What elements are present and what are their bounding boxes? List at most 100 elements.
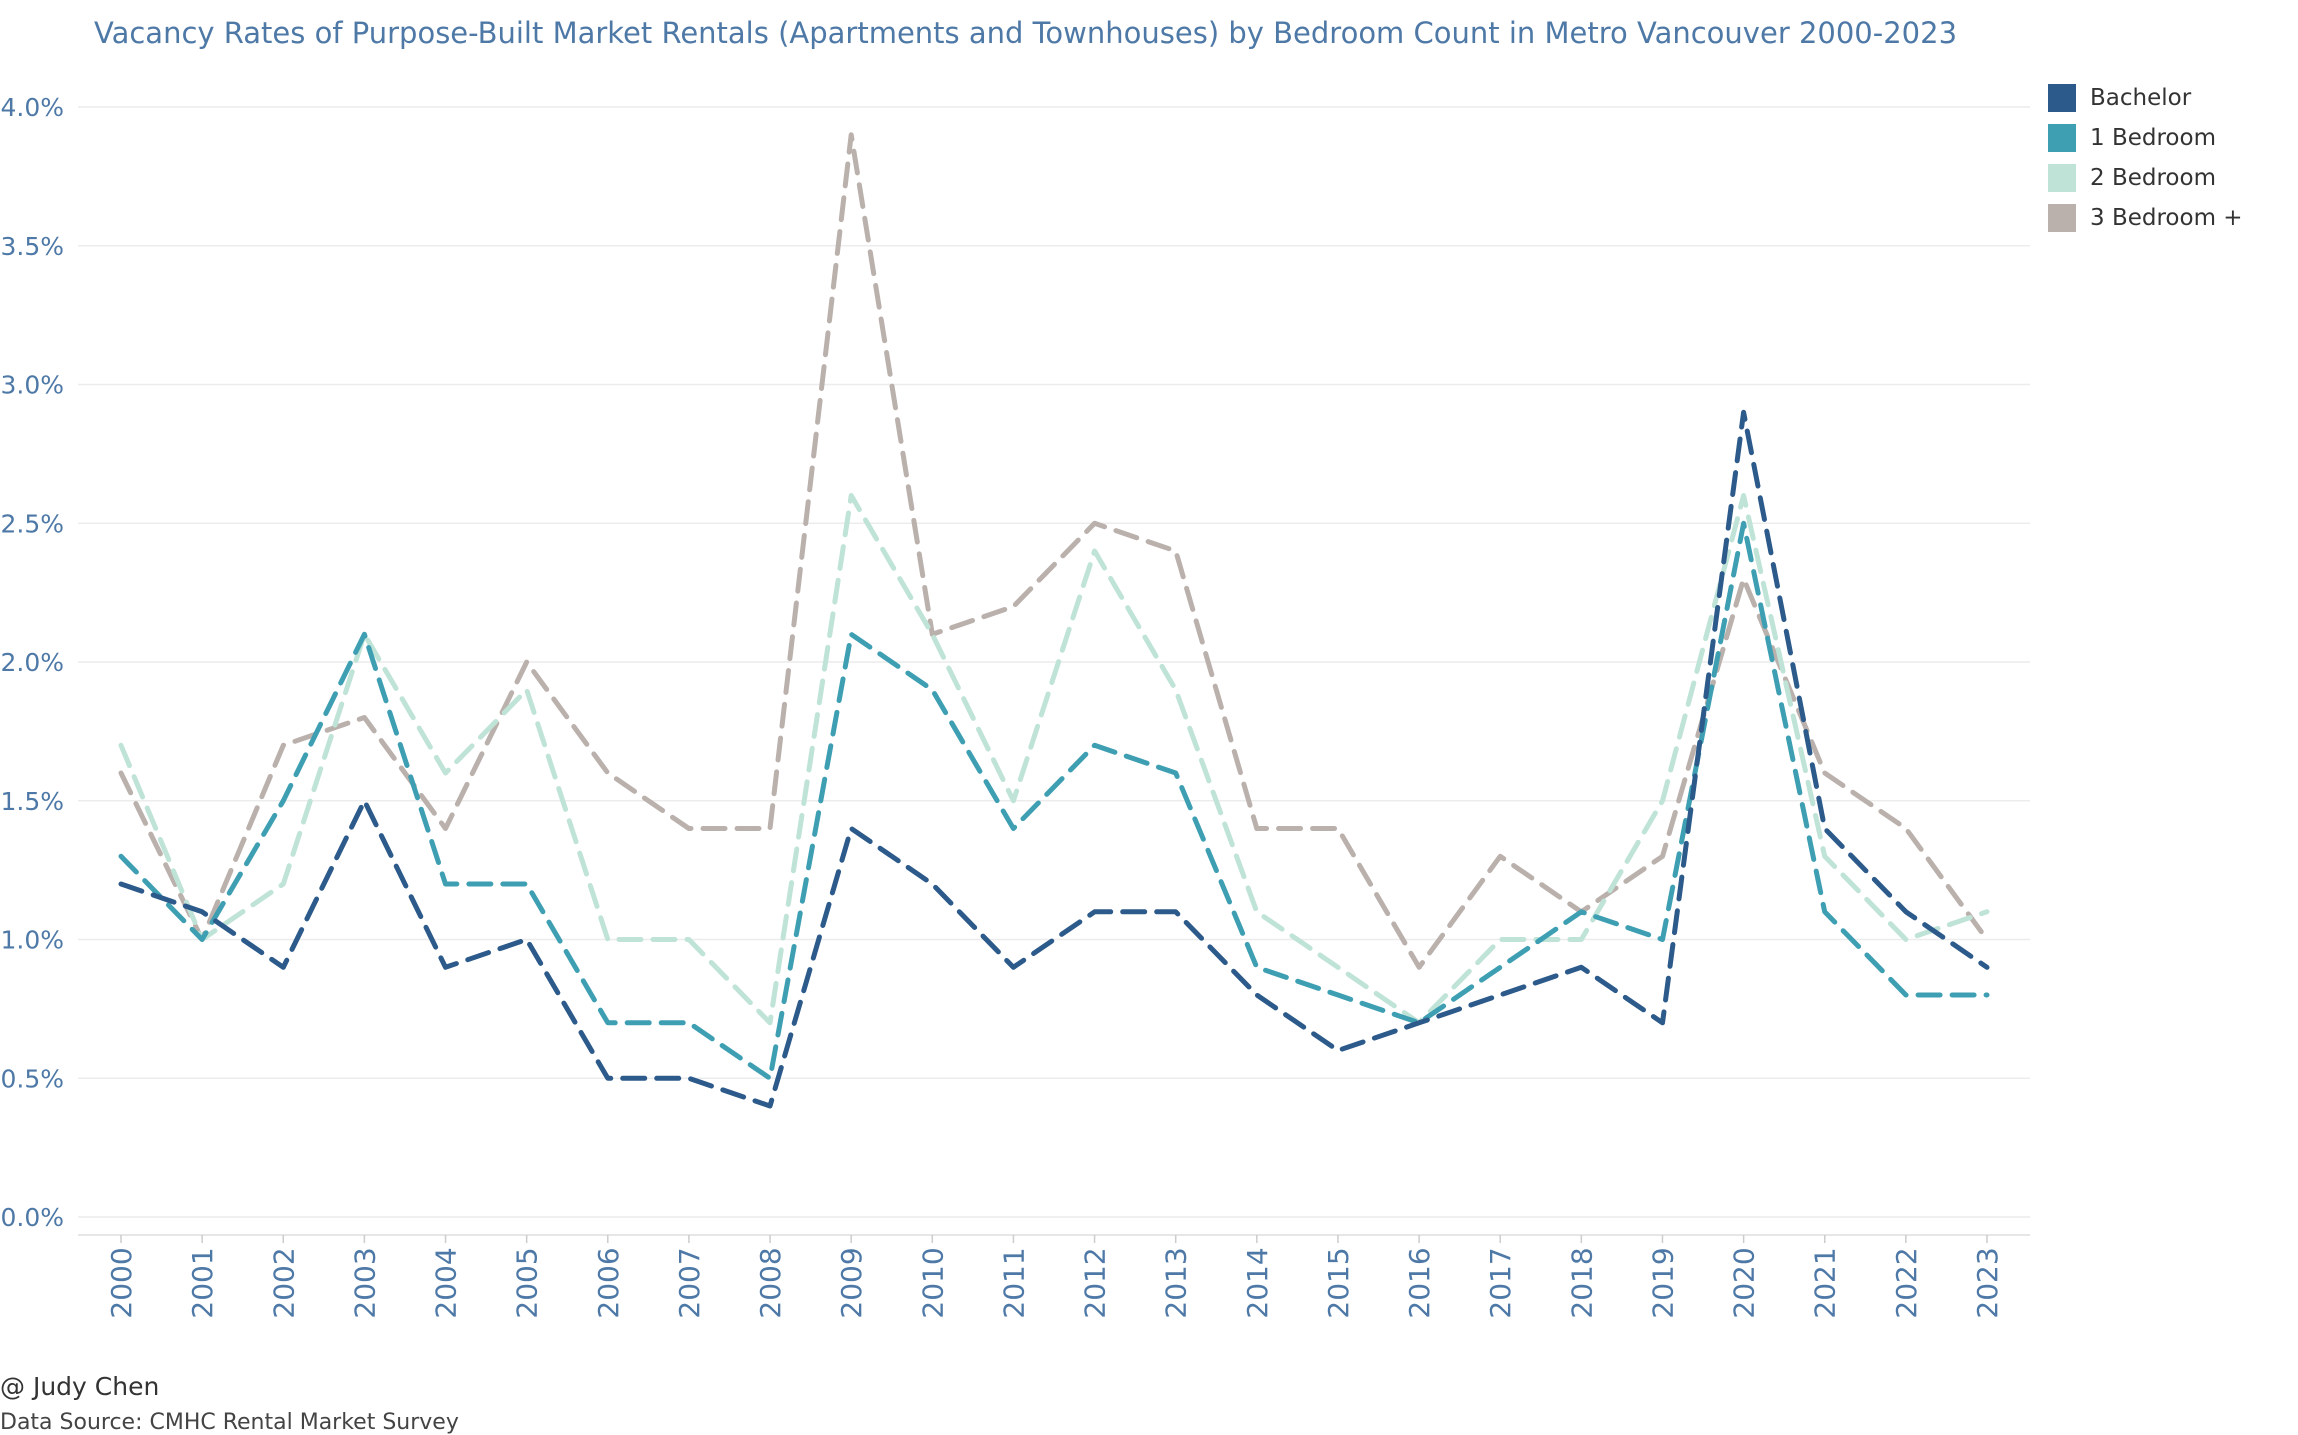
data-point-1-bedroom[interactable] [1170,767,1182,779]
data-point-3-bedroom-plus[interactable] [683,823,695,835]
data-point-1-bedroom[interactable] [277,795,289,807]
data-point-1-bedroom[interactable] [196,934,208,946]
data-point-2-bedroom[interactable] [1007,795,1019,807]
data-point-3-bedroom-plus[interactable] [115,767,127,779]
legend-item-2-bedroom[interactable]: 2 Bedroom [2048,158,2243,198]
data-point-2-bedroom[interactable] [1981,906,1993,918]
data-point-3-bedroom-plus[interactable] [1819,767,1831,779]
data-point-1-bedroom[interactable] [602,1017,614,1029]
data-point-bachelor[interactable] [440,961,452,973]
data-point-3-bedroom-plus[interactable] [440,823,452,835]
data-point-3-bedroom-plus[interactable] [764,823,776,835]
data-point-1-bedroom[interactable] [1900,989,1912,1001]
data-point-3-bedroom-plus[interactable] [1494,850,1506,862]
data-point-2-bedroom[interactable] [1575,934,1587,946]
data-point-1-bedroom[interactable] [1007,823,1019,835]
data-point-2-bedroom[interactable] [1819,850,1831,862]
data-point-bachelor[interactable] [1413,1017,1425,1029]
data-point-1-bedroom[interactable] [1332,989,1344,1001]
data-point-3-bedroom-plus[interactable] [1007,601,1019,613]
data-point-bachelor[interactable] [1332,1045,1344,1057]
data-point-2-bedroom[interactable] [1494,934,1506,946]
data-point-1-bedroom[interactable] [1575,906,1587,918]
data-point-bachelor[interactable] [115,878,127,890]
data-point-bachelor[interactable] [521,934,533,946]
data-point-3-bedroom-plus[interactable] [1738,573,1750,585]
data-point-bachelor[interactable] [1981,961,1993,973]
data-point-bachelor[interactable] [602,1072,614,1084]
data-point-2-bedroom[interactable] [683,934,695,946]
data-point-3-bedroom-plus[interactable] [1656,850,1668,862]
x-tick-label: 2009 [835,1247,868,1318]
data-point-1-bedroom[interactable] [764,1072,776,1084]
data-point-bachelor[interactable] [358,795,370,807]
x-tick-label: 2021 [1809,1247,1842,1318]
data-point-3-bedroom-plus[interactable] [1332,823,1344,835]
legend-item-bachelor[interactable]: Bachelor [2048,78,2243,118]
data-point-2-bedroom[interactable] [1738,490,1750,502]
data-point-3-bedroom-plus[interactable] [1170,545,1182,557]
data-point-bachelor[interactable] [1251,989,1263,1001]
data-point-bachelor[interactable] [1089,906,1101,918]
data-point-2-bedroom[interactable] [1900,934,1912,946]
legend-swatch-3-bedroom-plus [2048,204,2076,232]
data-point-2-bedroom[interactable] [440,767,452,779]
data-point-3-bedroom-plus[interactable] [358,712,370,724]
data-point-3-bedroom-plus[interactable] [1900,823,1912,835]
data-point-1-bedroom[interactable] [1981,989,1993,1001]
data-point-1-bedroom[interactable] [1494,961,1506,973]
data-point-bachelor[interactable] [1900,906,1912,918]
data-point-bachelor[interactable] [277,961,289,973]
data-point-bachelor[interactable] [1170,906,1182,918]
data-point-1-bedroom[interactable] [683,1017,695,1029]
data-point-1-bedroom[interactable] [440,878,452,890]
data-point-3-bedroom-plus[interactable] [277,739,289,751]
data-point-3-bedroom-plus[interactable] [602,767,614,779]
data-point-3-bedroom-plus[interactable] [521,656,533,668]
y-tick-label: 0.5% [0,1064,64,1093]
y-tick-label: 3.0% [0,371,64,400]
data-point-2-bedroom[interactable] [277,878,289,890]
data-point-2-bedroom[interactable] [115,739,127,751]
data-point-2-bedroom[interactable] [845,490,857,502]
data-point-2-bedroom[interactable] [602,934,614,946]
data-point-bachelor[interactable] [1656,1017,1668,1029]
data-point-1-bedroom[interactable] [358,628,370,640]
data-point-1-bedroom[interactable] [521,878,533,890]
data-point-1-bedroom[interactable] [926,684,938,696]
data-point-1-bedroom[interactable] [1656,934,1668,946]
data-point-1-bedroom[interactable] [1819,906,1831,918]
data-point-bachelor[interactable] [845,823,857,835]
data-point-1-bedroom[interactable] [115,850,127,862]
data-point-2-bedroom[interactable] [1656,795,1668,807]
data-point-bachelor[interactable] [926,878,938,890]
data-point-2-bedroom[interactable] [521,684,533,696]
data-point-bachelor[interactable] [1819,823,1831,835]
data-point-2-bedroom[interactable] [1332,961,1344,973]
data-point-1-bedroom[interactable] [1089,739,1101,751]
x-tick-label: 2014 [1241,1247,1274,1318]
data-point-2-bedroom[interactable] [1251,906,1263,918]
data-point-bachelor[interactable] [1007,961,1019,973]
data-point-3-bedroom-plus[interactable] [1089,517,1101,529]
data-point-1-bedroom[interactable] [1251,961,1263,973]
legend-item-3-bedroom-plus[interactable]: 3 Bedroom + [2048,198,2243,238]
data-point-2-bedroom[interactable] [926,628,938,640]
series-line-1-bedroom [118,520,1990,1081]
data-point-2-bedroom[interactable] [1170,684,1182,696]
data-point-bachelor[interactable] [1738,406,1750,418]
data-point-bachelor[interactable] [1494,989,1506,1001]
data-point-bachelor[interactable] [1575,961,1587,973]
data-point-3-bedroom-plus[interactable] [1251,823,1263,835]
data-point-bachelor[interactable] [764,1100,776,1112]
data-point-bachelor[interactable] [196,906,208,918]
data-point-2-bedroom[interactable] [1089,545,1101,557]
data-point-3-bedroom-plus[interactable] [845,129,857,141]
data-point-3-bedroom-plus[interactable] [1981,934,1993,946]
data-point-3-bedroom-plus[interactable] [1413,961,1425,973]
data-point-2-bedroom[interactable] [764,1017,776,1029]
data-point-1-bedroom[interactable] [845,628,857,640]
data-point-bachelor[interactable] [683,1072,695,1084]
legend-item-1-bedroom[interactable]: 1 Bedroom [2048,118,2243,158]
data-point-1-bedroom[interactable] [1738,517,1750,529]
